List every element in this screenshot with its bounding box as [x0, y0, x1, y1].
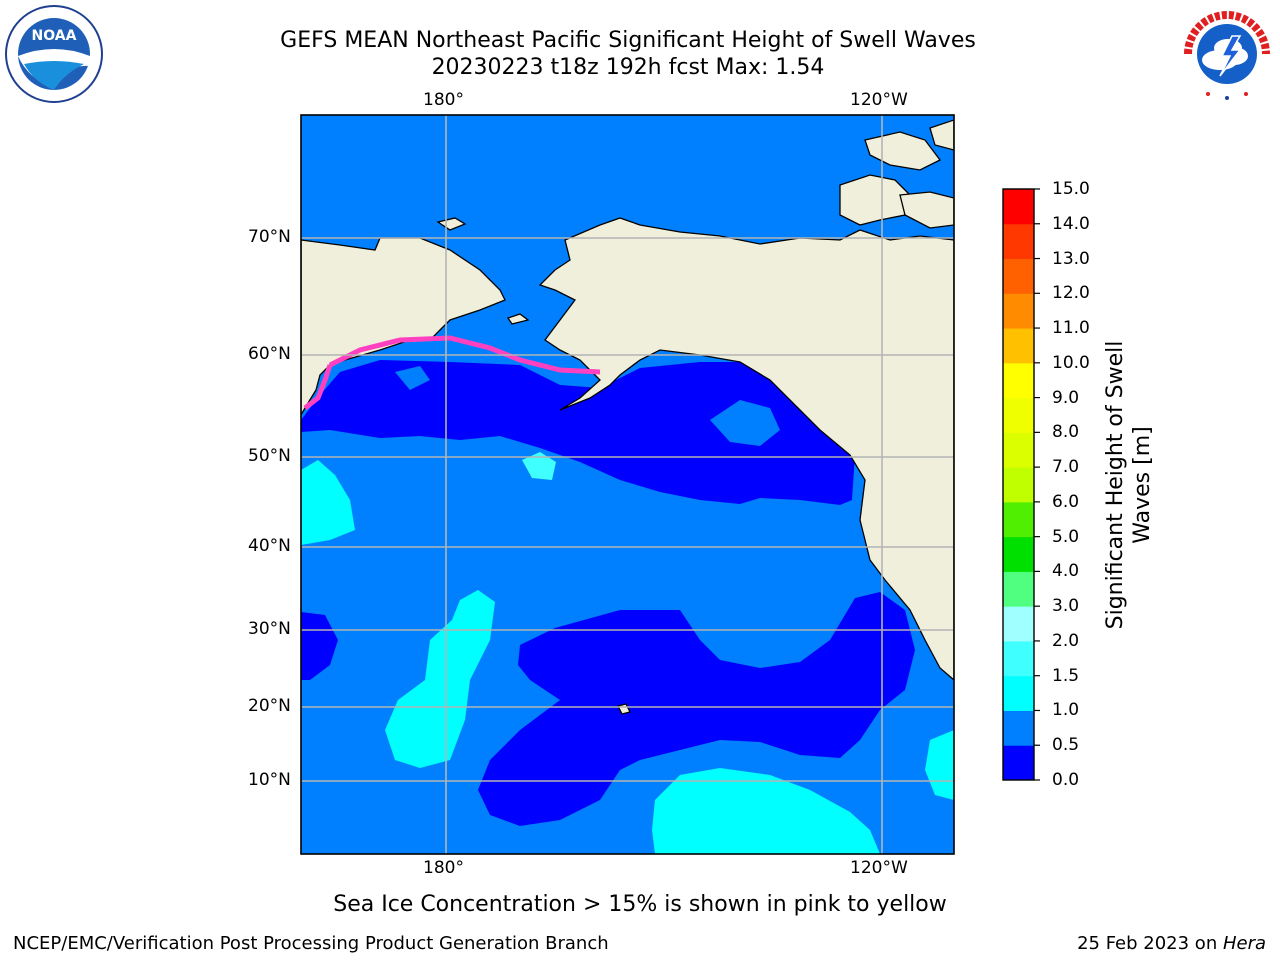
colorbar-segment	[1003, 397, 1034, 433]
credit-host: Hera	[1222, 933, 1266, 954]
noaa-logo-text: NOAA	[32, 28, 77, 44]
colorbar-segment	[1003, 536, 1034, 572]
colorbar-tick-label: 8.0	[1052, 422, 1080, 443]
colorbar-segment	[1003, 640, 1034, 677]
swell-patch-gulf	[710, 400, 780, 446]
noaa-logo: NOAA	[4, 4, 104, 104]
lat-label-60n: 60°N	[248, 344, 291, 364]
colorbar-tick-label: 0.5	[1052, 735, 1080, 756]
colorbar-tick-label: 7.0	[1052, 457, 1080, 478]
lat-label-70n: 70°N	[248, 227, 291, 247]
land-arctic-island-2	[864, 131, 941, 171]
colorbar-frame	[1002, 188, 1035, 781]
swell-patch-south	[652, 768, 880, 854]
chart-title: GEFS MEAN Northeast Pacific Significant …	[280, 28, 976, 53]
colorbar-segment	[1003, 467, 1034, 503]
colorbar-segment	[1003, 571, 1034, 607]
colorbar-title-line2: Waves [m]	[1130, 426, 1155, 544]
sea-ice-fringe-west	[303, 364, 333, 410]
colorbar-tick-label: 6.0	[1052, 491, 1080, 512]
colorbar-title: Significant Height of Swell Waves [m]	[1102, 330, 1162, 640]
swell-zone-north-low	[301, 360, 855, 505]
colorbar-segment	[1003, 745, 1034, 781]
colorbar-title-line1: Significant Height of Swell	[1103, 340, 1128, 630]
swell-zone-central-low	[478, 592, 915, 826]
colorbar-tick-label: 1.0	[1052, 700, 1080, 721]
land	[301, 119, 954, 715]
map-frame	[300, 114, 955, 855]
graticule	[301, 115, 954, 854]
colorbar-tick-label: 3.0	[1052, 596, 1080, 617]
colorbar-tick-label: 9.0	[1052, 387, 1080, 408]
lon-label-bottom-180: 180°	[423, 858, 464, 878]
colorbar-tick-label: 5.0	[1052, 526, 1080, 547]
land-arctic-island-3	[899, 191, 954, 229]
colorbar-tick-label: 15.0	[1052, 179, 1090, 199]
credit-date: 25 Feb 2023 on Hera	[1077, 933, 1266, 954]
colorbar-segment	[1003, 675, 1034, 711]
lat-label-40n: 40°N	[248, 536, 291, 556]
colorbar-tick-label: 10.0	[1052, 352, 1090, 373]
land-st-lawrence-island	[506, 313, 530, 325]
chart-subtitle: 20230223 t18z 192h fcst Max: 1.54	[431, 55, 825, 80]
colorbar-segment	[1003, 223, 1034, 260]
colorbar-segment	[1003, 710, 1034, 746]
lon-label-top-120w: 120°W	[850, 90, 908, 110]
colorbar-segment	[1003, 189, 1034, 225]
lat-label-50n: 50°N	[248, 446, 291, 466]
colorbar-tick-label: 14.0	[1052, 213, 1090, 234]
swell-patch-aleutian	[522, 452, 556, 480]
colorbar-segment	[1003, 328, 1034, 364]
nws-logo	[1178, 6, 1276, 102]
colorbar-segment	[1003, 501, 1034, 538]
swell-patch-southeast	[925, 730, 954, 800]
sea-ice-note: Sea Ice Concentration > 15% is shown in …	[333, 892, 947, 917]
colorbar-tick-label: 0.0	[1052, 770, 1080, 790]
sea-ice-fringe	[328, 335, 601, 375]
swell-patch-bering	[395, 366, 430, 390]
colorbar-tick-label: 13.0	[1052, 248, 1090, 269]
colorbar-tick-label: 1.5	[1052, 665, 1080, 686]
lat-label-10n: 10°N	[248, 770, 291, 790]
lat-label-30n: 30°N	[248, 619, 291, 639]
swell-patch-west	[301, 460, 355, 545]
colorbar-segment	[1003, 362, 1034, 399]
lon-label-top-180: 180°	[423, 90, 464, 110]
colorbar-segment	[1003, 432, 1034, 468]
colorbar-segment	[1003, 606, 1034, 642]
land-arctic-island-4	[929, 119, 954, 151]
colorbar	[1002, 188, 1040, 781]
colorbar-tick-label: 4.0	[1052, 561, 1080, 582]
colorbar-tick-label: 12.0	[1052, 283, 1090, 304]
colorbar-tick-label: 11.0	[1052, 318, 1090, 339]
lon-label-bottom-120w: 120°W	[850, 858, 908, 878]
colorbar-segment	[1003, 258, 1034, 294]
swell-zone-west-low	[301, 612, 338, 680]
swell-patch-central	[385, 590, 495, 768]
colorbar-segment	[1003, 293, 1034, 329]
credit-date-text: 25 Feb 2023 on	[1077, 933, 1223, 954]
credit-branch: NCEP/EMC/Verification Post Processing Pr…	[13, 933, 609, 954]
colorbar-tick-label: 2.0	[1052, 630, 1080, 651]
lat-label-20n: 20°N	[248, 696, 291, 716]
